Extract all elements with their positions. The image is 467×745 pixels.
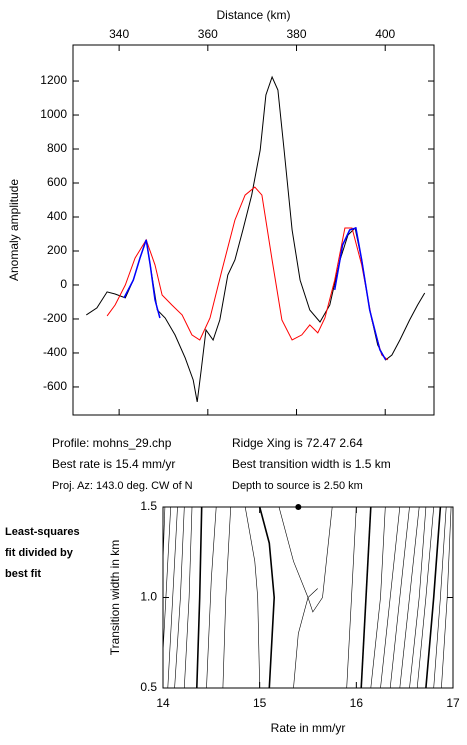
y-tick-label: 600 [47, 175, 67, 189]
contour-line [196, 506, 203, 689]
x-axis-label: Rate in mm/yr [271, 721, 346, 735]
x-tick-label: 360 [198, 27, 218, 41]
contour-line [184, 506, 193, 689]
contour-line [346, 506, 357, 689]
contour-line [409, 506, 427, 689]
contour-line [433, 506, 447, 689]
contour-line [399, 506, 420, 689]
contour-line [278, 506, 333, 613]
y-tick-label: 200 [47, 243, 67, 257]
x-tick-label: 15 [253, 696, 267, 710]
x-tick-label: 14 [156, 696, 170, 710]
y-axis-label: Transition width in km [108, 540, 122, 656]
y-tick-label: 1.0 [140, 590, 157, 604]
contour-line [380, 506, 401, 689]
contour-line [206, 506, 217, 689]
y-tick-label: -200 [43, 311, 67, 325]
contour-line [258, 506, 276, 689]
annotation: Ridge Xing is 72.47 2.64 [232, 436, 363, 450]
contour-line [389, 506, 410, 689]
annotation: best fit [5, 568, 41, 580]
annotation: Depth to source is 2.50 km [232, 480, 363, 492]
anomaly-line [86, 75, 426, 402]
contour-line [174, 506, 185, 689]
contour-line [425, 506, 442, 689]
annotation: Proj. Az: 143.0 deg. CW of N [52, 480, 193, 492]
x-axis-label: Distance (km) [216, 8, 290, 22]
annotation: Best rate is 15.4 mm/yr [52, 457, 175, 471]
contour-line [244, 506, 260, 689]
annotation: fit divided by [5, 547, 74, 559]
y-tick-label: 800 [47, 141, 67, 155]
contour-line [360, 506, 372, 689]
x-tick-label: 16 [350, 696, 364, 710]
contour-line [162, 506, 166, 562]
y-tick-label: -600 [43, 379, 67, 393]
anomaly-line [123, 227, 387, 361]
contour-line [167, 506, 178, 689]
contour-line [416, 506, 434, 689]
y-tick-label: 1.5 [140, 499, 157, 513]
annotation: Best transition width is 1.5 km [232, 457, 391, 471]
y-tick-label: -400 [43, 345, 67, 359]
contour-line [370, 506, 386, 689]
x-tick-label: 340 [109, 27, 129, 41]
contour-line [293, 588, 318, 689]
annotation: Profile: mohns_29.chp [52, 436, 172, 450]
x-tick-label: 400 [375, 27, 395, 41]
x-tick-label: 17 [446, 696, 460, 710]
y-tick-label: 400 [47, 209, 67, 223]
y-tick-label: 0.5 [140, 680, 157, 694]
anomaly-line [106, 186, 389, 361]
contour-line [222, 506, 231, 689]
y-tick-label: 1200 [40, 73, 67, 87]
x-tick-label: 380 [287, 27, 307, 41]
y-axis-label: Anomaly amplitude [7, 179, 21, 281]
y-tick-label: 0 [60, 277, 67, 291]
y-tick-label: 1000 [40, 107, 67, 121]
plot-frame [72, 44, 435, 416]
annotation: Least-squares [5, 526, 80, 538]
contour-line [441, 506, 452, 689]
best-fit-point [295, 504, 302, 510]
contour-line [162, 506, 171, 652]
